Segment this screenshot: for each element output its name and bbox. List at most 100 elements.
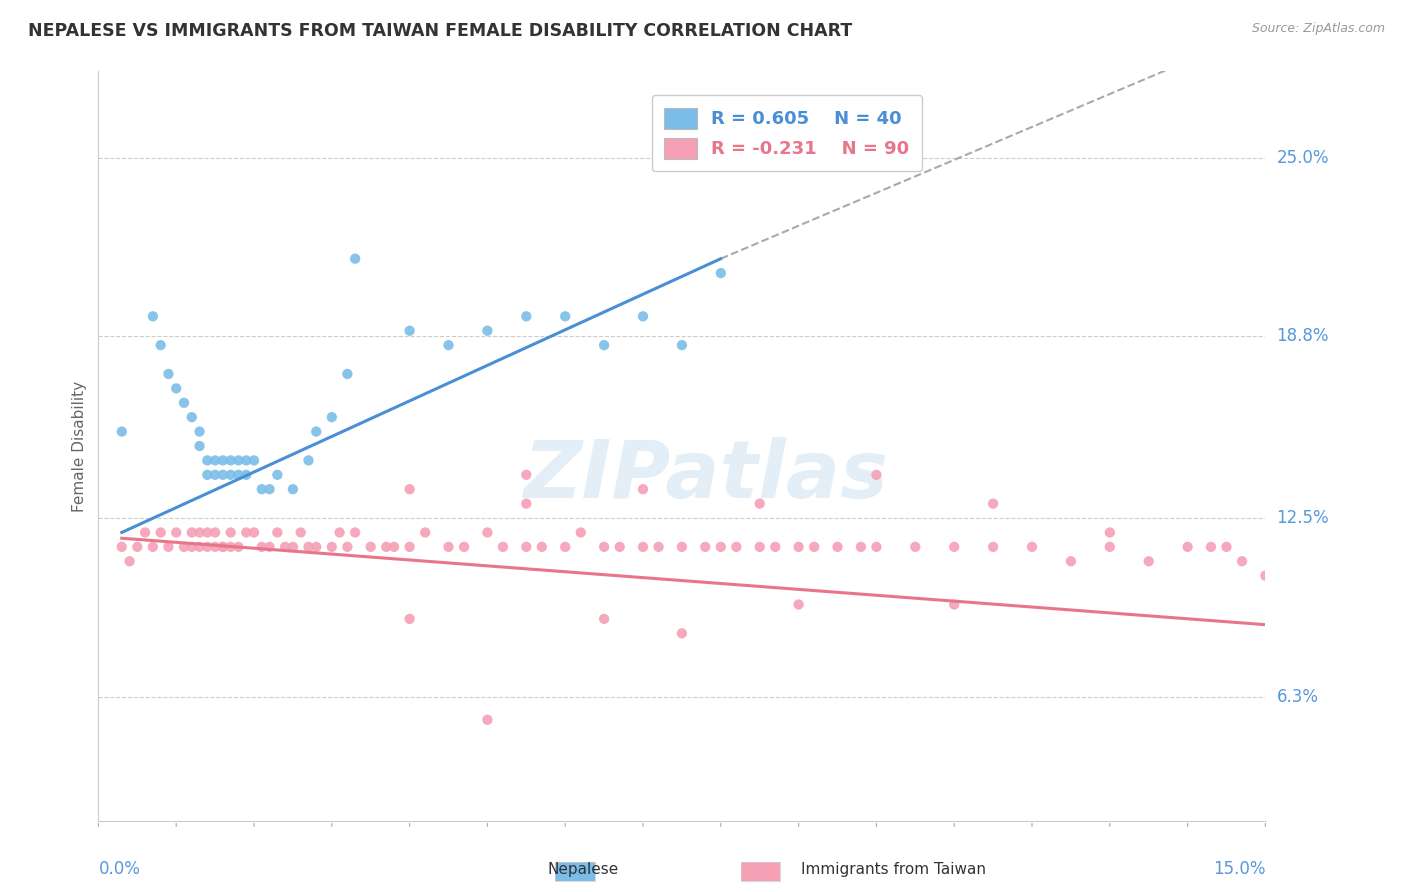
Text: Source: ZipAtlas.com: Source: ZipAtlas.com: [1251, 22, 1385, 36]
Point: [453, 540, 475, 554]
Point: [437, 338, 460, 352]
Point: [250, 540, 273, 554]
Point: [477, 525, 499, 540]
Point: [142, 540, 165, 554]
Point: [554, 310, 576, 324]
Point: [1177, 540, 1199, 554]
Point: [1098, 540, 1121, 554]
Point: [204, 453, 226, 467]
Point: [1137, 554, 1160, 568]
Point: [329, 525, 352, 540]
Point: [219, 453, 242, 467]
Point: [134, 525, 156, 540]
Point: [477, 324, 499, 338]
Point: [1215, 540, 1237, 554]
Point: [266, 467, 288, 482]
Point: [212, 467, 235, 482]
Point: [671, 338, 693, 352]
Point: [437, 540, 460, 554]
Point: [631, 540, 654, 554]
Point: [274, 540, 297, 554]
Point: [212, 540, 235, 554]
Point: [195, 467, 218, 482]
Point: [111, 425, 134, 439]
Point: [1199, 540, 1222, 554]
Point: [647, 540, 669, 554]
Point: [173, 540, 195, 554]
Point: [142, 310, 165, 324]
Point: [235, 467, 257, 482]
Text: 6.3%: 6.3%: [1277, 688, 1319, 706]
Point: [398, 612, 420, 626]
Point: [127, 540, 149, 554]
Point: [671, 626, 693, 640]
Point: [748, 540, 770, 554]
Point: [593, 338, 616, 352]
Point: [188, 425, 211, 439]
Text: NEPALESE VS IMMIGRANTS FROM TAIWAN FEMALE DISABILITY CORRELATION CHART: NEPALESE VS IMMIGRANTS FROM TAIWAN FEMAL…: [28, 22, 852, 40]
Point: [195, 525, 218, 540]
Point: [748, 497, 770, 511]
Point: [111, 540, 134, 554]
Point: [554, 540, 576, 554]
Point: [569, 525, 592, 540]
Point: [593, 540, 616, 554]
Point: [904, 540, 927, 554]
Point: [360, 540, 382, 554]
Point: [344, 525, 367, 540]
Point: [321, 410, 343, 425]
Point: [243, 453, 266, 467]
Point: [1254, 568, 1277, 582]
Point: [530, 540, 553, 554]
Point: [157, 540, 180, 554]
Point: [281, 540, 304, 554]
Point: [671, 540, 693, 554]
Point: [763, 540, 786, 554]
Point: [204, 467, 226, 482]
Point: [228, 467, 250, 482]
Point: [281, 482, 304, 496]
Point: [235, 453, 257, 467]
Point: [787, 598, 810, 612]
Point: [157, 367, 180, 381]
Point: [297, 540, 319, 554]
Point: [305, 540, 328, 554]
Point: [344, 252, 367, 266]
Point: [1060, 554, 1083, 568]
Point: [981, 540, 1004, 554]
Point: [266, 525, 288, 540]
Point: [290, 525, 312, 540]
Point: [204, 540, 226, 554]
Point: [259, 482, 281, 496]
Text: 0.0%: 0.0%: [98, 860, 141, 878]
Point: [228, 453, 250, 467]
Point: [297, 453, 319, 467]
Point: [398, 482, 420, 496]
Point: [195, 540, 218, 554]
Point: [695, 540, 717, 554]
Point: [593, 612, 616, 626]
Text: ZIPatlas: ZIPatlas: [523, 437, 887, 515]
Point: [827, 540, 849, 554]
Point: [477, 713, 499, 727]
Point: [413, 525, 436, 540]
Point: [865, 467, 887, 482]
Point: [259, 540, 281, 554]
Point: [943, 598, 966, 612]
Point: [382, 540, 405, 554]
Point: [865, 540, 887, 554]
Point: [165, 381, 187, 395]
Point: [204, 525, 226, 540]
Point: [219, 467, 242, 482]
Point: [1098, 525, 1121, 540]
Point: [219, 540, 242, 554]
Point: [118, 554, 141, 568]
Text: 18.8%: 18.8%: [1277, 327, 1329, 345]
Y-axis label: Female Disability: Female Disability: [72, 380, 87, 512]
Point: [515, 310, 537, 324]
Point: [188, 439, 211, 453]
Point: [398, 324, 420, 338]
Point: [375, 540, 398, 554]
Point: [631, 482, 654, 496]
Point: [710, 540, 733, 554]
